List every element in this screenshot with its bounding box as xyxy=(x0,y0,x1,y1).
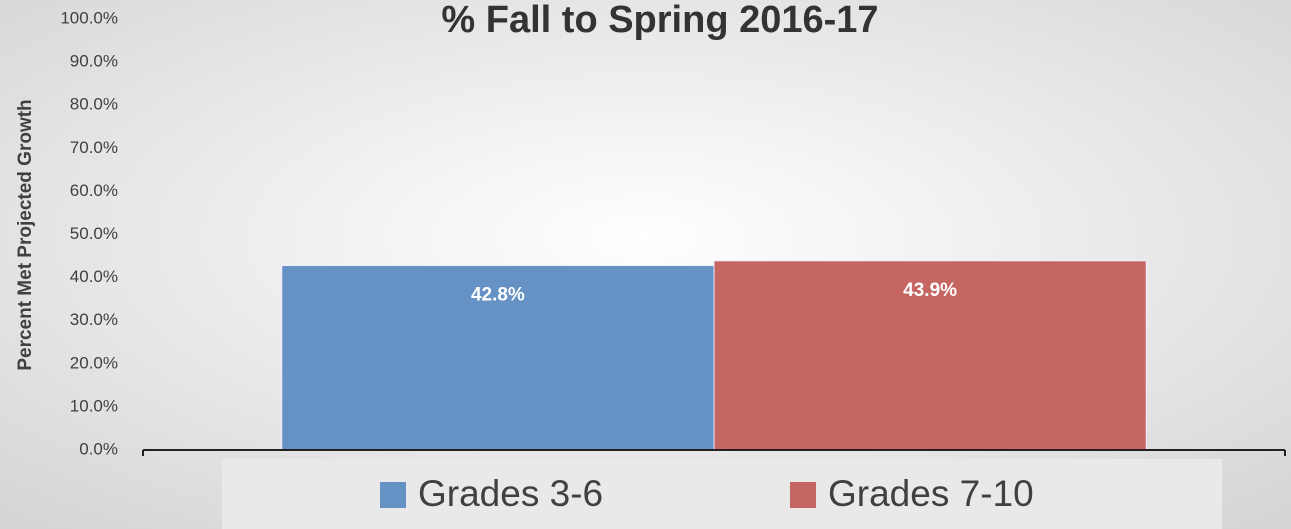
y-tick-label: 100.0% xyxy=(60,8,118,27)
y-tick-label: 50.0% xyxy=(70,224,118,243)
y-tick-label: 80.0% xyxy=(70,95,118,114)
y-tick-label: 0.0% xyxy=(79,439,118,458)
legend-box xyxy=(222,459,1222,529)
bar xyxy=(281,265,715,451)
chart-title: % Fall to Spring 2016-17 xyxy=(441,0,878,41)
y-tick-label: 30.0% xyxy=(70,310,118,329)
data-label: 42.8% xyxy=(471,285,525,306)
legend-swatch xyxy=(380,482,406,508)
legend-label: Grades 7-10 xyxy=(828,473,1034,514)
y-tick-label: 10.0% xyxy=(70,396,118,415)
y-axis-label: Percent Met Projected Growth xyxy=(15,99,36,370)
legend-label: Grades 3-6 xyxy=(418,473,603,514)
y-tick-label: 40.0% xyxy=(70,267,118,286)
data-label: 43.9% xyxy=(903,280,957,301)
legend-swatch xyxy=(790,482,816,508)
y-tick-label: 70.0% xyxy=(70,138,118,157)
bar xyxy=(713,260,1147,451)
y-tick-label: 20.0% xyxy=(70,353,118,372)
y-tick-label: 90.0% xyxy=(70,52,118,71)
y-tick-label: 60.0% xyxy=(70,181,118,200)
